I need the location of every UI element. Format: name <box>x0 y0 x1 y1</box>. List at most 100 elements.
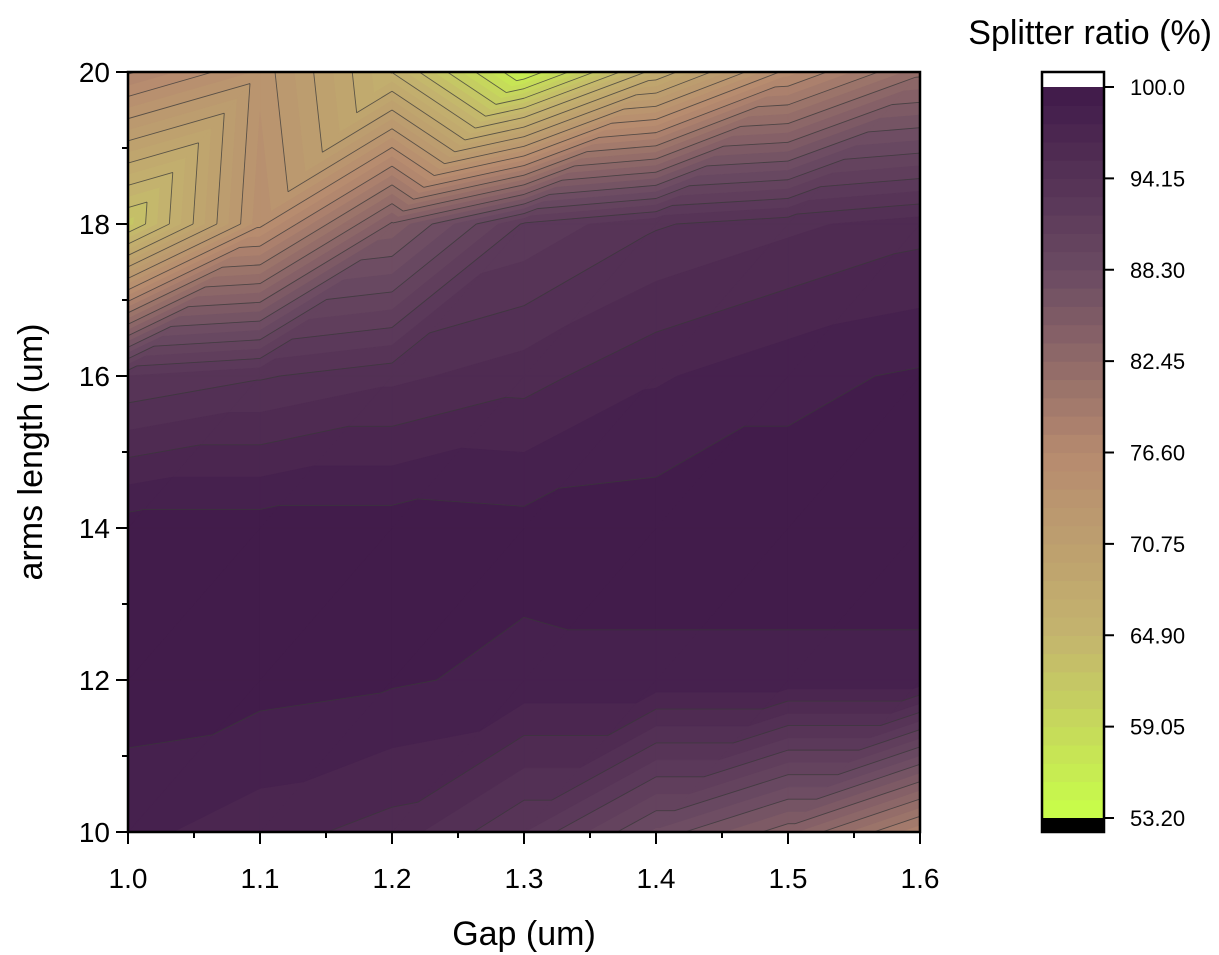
contour-band <box>128 509 261 529</box>
colorbar-tick-label: 70.75 <box>1130 532 1185 557</box>
contour-band <box>655 691 779 710</box>
colorbar-band <box>1042 562 1104 582</box>
x-tick-label: 1.0 <box>109 863 148 894</box>
colorbar-band <box>1042 434 1104 454</box>
contour-line <box>523 72 569 90</box>
colorbar-band <box>1042 616 1104 636</box>
contour-line <box>762 700 789 710</box>
contour-line <box>586 145 657 153</box>
contour-line <box>168 172 174 225</box>
contour-line <box>505 396 525 400</box>
contour-line <box>689 179 789 187</box>
contour-line <box>537 198 657 210</box>
contour-line <box>128 306 189 337</box>
contour-line <box>128 365 137 371</box>
colorbar-band <box>1042 123 1104 143</box>
contour-line <box>259 425 349 446</box>
contour-line <box>523 72 646 118</box>
colorbar-band <box>1042 251 1104 271</box>
contour-line <box>599 132 657 138</box>
contour-line <box>274 72 289 192</box>
contour-line <box>432 203 525 225</box>
contour-line <box>392 193 525 224</box>
contour-line <box>574 158 657 167</box>
contour-line <box>388 221 393 225</box>
contour-line <box>523 616 568 631</box>
contour-line <box>464 126 525 141</box>
contour-line <box>674 774 789 812</box>
contour-line <box>655 223 676 231</box>
contour-line <box>259 223 359 284</box>
contour-line <box>645 230 657 236</box>
colorbar-band <box>1042 598 1104 618</box>
contour-line <box>523 208 538 215</box>
contour-band <box>787 688 914 702</box>
colorbar-band <box>1042 306 1104 326</box>
contour-line <box>327 184 393 225</box>
contour-line <box>816 763 920 800</box>
contour-band <box>655 708 764 727</box>
contour-line <box>296 165 393 225</box>
contour-line <box>259 338 293 359</box>
colorbar-band <box>1042 141 1104 161</box>
contour-line <box>675 216 789 225</box>
contour-line <box>655 126 741 160</box>
x-tick-label: 1.5 <box>769 863 808 894</box>
colorbar-band <box>1042 361 1104 381</box>
x-tick-label: 1.1 <box>241 863 280 894</box>
x-tick-label: 1.2 <box>373 863 412 894</box>
y-axis: 10 12 14 16 18 20 <box>79 57 128 848</box>
colorbar-axis: 100.0 94.15 88.30 82.45 76.60 70.75 64.90 59.05… <box>1104 75 1185 831</box>
contour-line <box>787 131 869 162</box>
contour-band <box>259 358 276 377</box>
contour-line <box>475 117 525 129</box>
contour-line <box>761 823 789 832</box>
contour-line <box>259 223 390 303</box>
colorbar-band <box>1042 196 1104 216</box>
contour-band <box>128 72 175 86</box>
colorbar-tick-label: 59.05 <box>1130 715 1185 740</box>
contour-line <box>128 223 170 245</box>
contour-line <box>413 174 525 200</box>
contour-band <box>655 725 749 744</box>
contour-line <box>894 248 920 255</box>
contour-line <box>391 165 425 188</box>
colorbar-tick-label: 82.45 <box>1130 349 1185 374</box>
x-tick-label: 1.4 <box>637 863 676 894</box>
contour-line <box>391 223 521 328</box>
contour-line <box>867 127 920 133</box>
colorbar-band <box>1042 781 1104 801</box>
contour-line <box>380 688 393 694</box>
contour-line <box>757 104 789 108</box>
contour-line <box>523 193 550 205</box>
contour-band <box>787 713 892 726</box>
contour-line <box>655 72 677 81</box>
contour-line <box>391 128 445 165</box>
colorbar-under-swatch <box>1042 818 1104 832</box>
contour-line <box>558 476 657 489</box>
contour-line <box>128 734 213 749</box>
colorbar-tick-label: 53.20 <box>1130 806 1185 831</box>
contour-line <box>523 122 612 157</box>
contour-line <box>239 245 261 248</box>
contour-lines <box>128 72 920 832</box>
contour-line <box>706 160 789 167</box>
contour-line <box>523 165 575 186</box>
contour-line <box>423 165 525 188</box>
contour-line <box>128 112 225 142</box>
contour-line <box>787 375 876 427</box>
contour-line <box>709 288 789 316</box>
contour-band <box>128 82 251 131</box>
contour-line <box>787 158 845 181</box>
contour-line <box>128 286 206 325</box>
contour-line <box>880 711 920 727</box>
contour-line <box>391 203 404 212</box>
x-tick-label: 1.6 <box>901 863 940 894</box>
contour-line <box>265 147 393 225</box>
contour-line <box>562 171 657 181</box>
colorbar-title: Splitter ratio (%) <box>968 14 1212 52</box>
contour-line <box>171 320 261 327</box>
contour-line <box>429 305 525 334</box>
contour-band <box>128 142 200 175</box>
contour-line <box>611 119 657 124</box>
